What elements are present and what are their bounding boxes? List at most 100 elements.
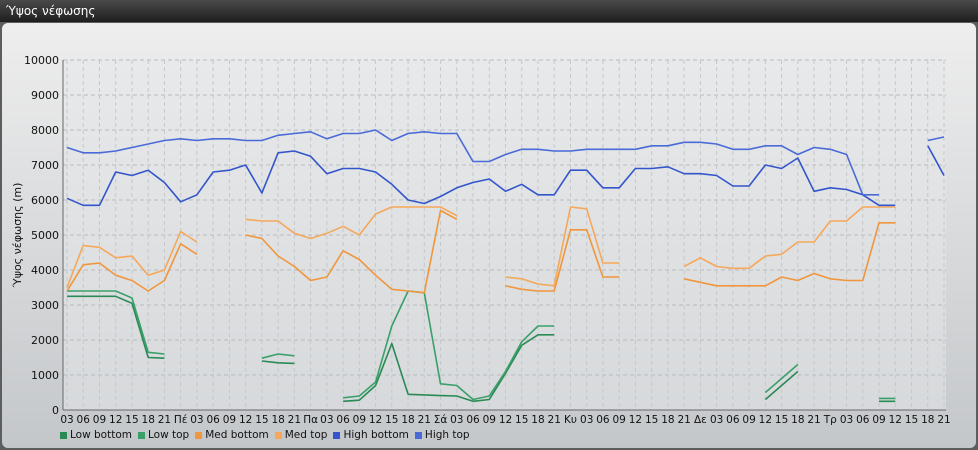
x-tick-label: 03 <box>840 414 853 426</box>
x-tick-label: 03 <box>190 414 203 426</box>
x-tick-label: 18 <box>142 414 155 426</box>
x-tick-label: 15 <box>905 414 918 426</box>
series-line <box>683 222 896 287</box>
cloud-height-chart: 0 1000 2000 3000 4000 5000 6000 7000 8000 9000 100… <box>11 54 951 426</box>
series-line <box>927 145 945 176</box>
x-tick-label: 15 <box>255 414 268 426</box>
x-tick-label: 15 <box>125 414 138 426</box>
y-axis-title: Ύψος νέφωσης (m) <box>11 183 24 289</box>
x-tick-label: Πέ <box>174 414 188 426</box>
x-tick-label: 12 <box>369 414 382 426</box>
x-tick-label: 03 <box>320 414 333 426</box>
series-line <box>343 333 555 403</box>
legend-label: Low bottom <box>70 429 132 441</box>
x-tick-label: Τρ <box>823 414 837 426</box>
x-tick-label: 18 <box>271 414 284 426</box>
y-tick-label: 2000 <box>31 334 59 347</box>
series-line <box>245 206 458 240</box>
legend-swatch <box>414 431 422 439</box>
x-tick-label: 21 <box>548 414 561 426</box>
x-tick-label: 06 <box>726 414 740 426</box>
series-line <box>343 290 555 401</box>
x-tick-label: 03 <box>60 414 73 426</box>
x-tick-label: 18 <box>921 414 934 426</box>
y-tick-label: 5000 <box>31 229 59 242</box>
series-line <box>505 206 620 287</box>
y-tick-label: 10000 <box>24 54 59 67</box>
x-tick-label: 03 <box>710 414 723 426</box>
legend-item: Med bottom <box>195 428 269 442</box>
x-tick-label: 09 <box>483 414 496 426</box>
y-tick-label: 6000 <box>31 194 59 207</box>
x-tick-label: 15 <box>515 414 528 426</box>
x-tick-label: Σά <box>434 414 448 426</box>
x-tick-label: 09 <box>612 414 625 426</box>
y-tick-label: 9000 <box>31 89 59 102</box>
series-line <box>261 353 295 359</box>
x-tick-label: Πα <box>303 414 318 426</box>
x-tick-label: 06 <box>466 414 480 426</box>
x-tick-label: 21 <box>937 414 950 426</box>
series-line <box>67 290 165 355</box>
series-line <box>927 136 945 142</box>
x-tick-label: 12 <box>239 414 252 426</box>
y-tick-label: 3000 <box>31 299 59 312</box>
series-line <box>764 363 799 394</box>
chart-panel: 0 1000 2000 3000 4000 5000 6000 7000 8000 9000 100… <box>2 23 976 448</box>
series-line <box>67 295 165 359</box>
x-tick-label: 12 <box>759 414 772 426</box>
x-tick-label: 21 <box>418 414 431 426</box>
x-tick-label: 15 <box>645 414 658 426</box>
x-tick-label: 15 <box>385 414 398 426</box>
series-line <box>764 370 799 401</box>
legend-item: Low top <box>138 428 189 442</box>
x-tick-label: 12 <box>109 414 122 426</box>
legend-swatch <box>333 431 341 439</box>
series-line <box>66 230 198 288</box>
x-tick-label: 09 <box>93 414 106 426</box>
legend-item: High bottom <box>333 428 409 442</box>
series-line <box>683 206 896 270</box>
x-tick-label: 12 <box>629 414 642 426</box>
x-tick-label: 21 <box>677 414 690 426</box>
x-tick-label: 21 <box>158 414 171 426</box>
legend-swatch <box>60 431 67 439</box>
legend-label: Med top <box>284 429 328 441</box>
x-tick-label: 09 <box>353 414 366 426</box>
y-tick-label: 4000 <box>31 264 59 277</box>
legend-swatch <box>195 431 203 439</box>
y-tick-label: 7000 <box>31 159 59 172</box>
legend-item: Med top <box>274 428 328 442</box>
x-tick-label: 18 <box>531 414 544 426</box>
legend-swatch <box>274 431 282 439</box>
series-line <box>66 243 198 292</box>
x-tick-label: 09 <box>872 414 885 426</box>
series-line <box>66 129 879 196</box>
x-tick-label: 18 <box>401 414 414 426</box>
legend-swatch <box>138 431 145 439</box>
legend-item: Low bottom <box>60 428 132 442</box>
legend-label: Med bottom <box>205 429 269 441</box>
legend-label: High top <box>424 429 470 441</box>
y-tick-label: 0 <box>52 404 59 417</box>
x-tick-label: 03 <box>450 414 463 426</box>
x-tick-label: Κυ <box>564 414 577 426</box>
legend-label: Low top <box>148 429 190 441</box>
legend-label: High bottom <box>343 429 409 441</box>
chart-legend: Low bottom Low top Med bottom Med top High b… <box>60 428 470 442</box>
x-tick-label: 09 <box>223 414 236 426</box>
x-tick-label: 12 <box>499 414 512 426</box>
series-line <box>66 150 896 207</box>
series-line <box>261 360 295 365</box>
x-tick-label: 15 <box>775 414 788 426</box>
window-title: Ύψος νέφωσης <box>0 0 978 22</box>
x-tick-label: 21 <box>807 414 820 426</box>
x-tick-label: 18 <box>791 414 804 426</box>
x-tick-label: 06 <box>206 414 220 426</box>
x-tick-label: 06 <box>596 414 610 426</box>
x-tick-label: Δε <box>694 414 707 426</box>
x-tick-label: 06 <box>856 414 870 426</box>
x-tick-label: 18 <box>661 414 674 426</box>
x-tick-label: 09 <box>742 414 755 426</box>
